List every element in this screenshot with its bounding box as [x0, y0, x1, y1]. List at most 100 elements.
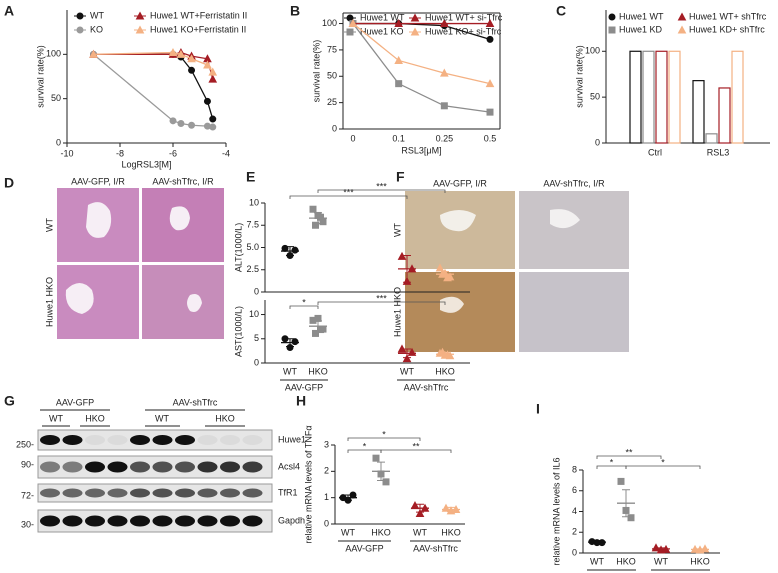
row-label: WT	[392, 223, 402, 237]
he-image	[142, 265, 224, 339]
legend-label: KO	[90, 24, 103, 34]
sig-label: *	[363, 441, 367, 451]
panel-f-images	[405, 191, 629, 352]
data-point	[177, 119, 185, 127]
legend-marker	[608, 26, 616, 34]
error-bar	[286, 338, 294, 348]
x-tick-label: -6	[169, 148, 177, 158]
vessel	[187, 294, 202, 312]
y-tick-label: 2.5	[246, 264, 259, 274]
group-label: AAV-shTfrc	[404, 382, 449, 392]
blot-band	[107, 488, 128, 498]
data-point	[89, 49, 98, 58]
data-point	[415, 508, 425, 517]
x-tick-label: WT	[413, 527, 427, 537]
series-line	[93, 53, 213, 128]
blot-band	[62, 435, 83, 445]
y-tick-label: 25	[327, 97, 337, 107]
data-point	[176, 49, 186, 58]
sig-bracket	[317, 189, 446, 193]
y-tick-label: 75	[327, 44, 337, 54]
ihc-image	[519, 191, 629, 269]
data-point	[402, 354, 412, 363]
ihc-image	[519, 272, 629, 352]
panel-label: I	[536, 401, 540, 417]
data-point	[394, 55, 404, 64]
blot-group: AAV-GFP	[56, 397, 94, 407]
error-bar	[416, 503, 424, 513]
y-tick-label: 50	[51, 93, 61, 103]
y-tick-label: 6	[572, 485, 577, 495]
y-tick-label: 0	[254, 286, 259, 296]
bar	[642, 50, 655, 144]
x-tick-label: WT	[400, 366, 414, 376]
x-tick-label: HKO	[308, 366, 328, 376]
x-tick-label: HKO	[690, 556, 710, 566]
y-tick-label: 7.5	[246, 220, 259, 230]
error-bar	[403, 348, 411, 359]
legend-marker	[608, 13, 616, 21]
y-tick-label: 100	[585, 46, 600, 56]
blot-band	[242, 435, 263, 445]
x-tick-label: 0.25	[436, 133, 454, 143]
bar	[731, 50, 744, 144]
x-tick-label: HKO	[435, 366, 455, 376]
y-tick-label: 0	[572, 547, 577, 557]
data-point	[617, 477, 625, 485]
y-tick-label: 5.0	[246, 242, 259, 252]
blot-band	[152, 435, 173, 445]
blot-strips	[37, 429, 273, 533]
y-tick-label: 8	[572, 464, 577, 474]
series-line	[352, 23, 491, 85]
data-point	[348, 18, 358, 28]
blot-band	[62, 515, 83, 527]
x-tick-label: RSL3	[707, 147, 730, 157]
blot-band	[220, 435, 240, 445]
error-bar	[622, 489, 630, 518]
y-axis-label: AST(1000/L)	[233, 306, 243, 357]
x-tick-label: WT	[341, 527, 355, 537]
mw-marker: 250-	[16, 439, 34, 449]
y-tick-label: 0	[56, 137, 61, 147]
blot-genotype: WT	[155, 413, 169, 423]
data-point	[439, 18, 449, 28]
blot-band	[130, 515, 150, 527]
data-point	[439, 68, 449, 77]
blot-band	[197, 435, 218, 445]
sig-label: ***	[343, 187, 354, 197]
x-tick-label: -4	[222, 148, 230, 158]
blot-band	[40, 461, 60, 473]
legend-marker	[410, 13, 420, 22]
error-bar	[447, 506, 455, 513]
data-point	[397, 251, 407, 260]
data-point	[168, 48, 178, 57]
data-point	[486, 35, 494, 43]
panel-label: H	[296, 393, 306, 409]
x-tick-label: Ctrl	[648, 147, 662, 157]
blot-band	[175, 515, 195, 527]
mw-marker: 30-	[21, 519, 34, 529]
data-point	[187, 54, 196, 63]
vessel	[440, 296, 464, 313]
legend-label: Huwe1 WT+ si-Tfrc	[425, 12, 503, 22]
vessel	[65, 283, 94, 314]
sig-bracket	[625, 465, 701, 469]
group-label: AAV-GFP	[345, 543, 383, 553]
y-axis-label: ALT(1000/L)	[233, 223, 243, 272]
blot-band	[220, 461, 240, 473]
data-point	[209, 123, 217, 131]
data-point	[188, 121, 196, 129]
bar	[668, 50, 681, 144]
blot-band	[242, 488, 263, 498]
column-header: AAV-shTfrc, I/R	[152, 176, 214, 186]
y-tick-label: 2	[572, 527, 577, 537]
x-tick-label: HKO	[616, 556, 636, 566]
legend-label: Huwe1 KO+ si-Tfrc	[425, 26, 502, 36]
vessel	[169, 206, 190, 231]
y-axis-label: relative mRNA levels of IL6	[551, 457, 561, 565]
row-label: Huwe1 HKO	[44, 277, 54, 327]
vessel	[440, 210, 476, 232]
data-point	[169, 117, 177, 125]
data-point	[208, 74, 218, 83]
group-label: AAV-shTfrc	[413, 543, 458, 553]
